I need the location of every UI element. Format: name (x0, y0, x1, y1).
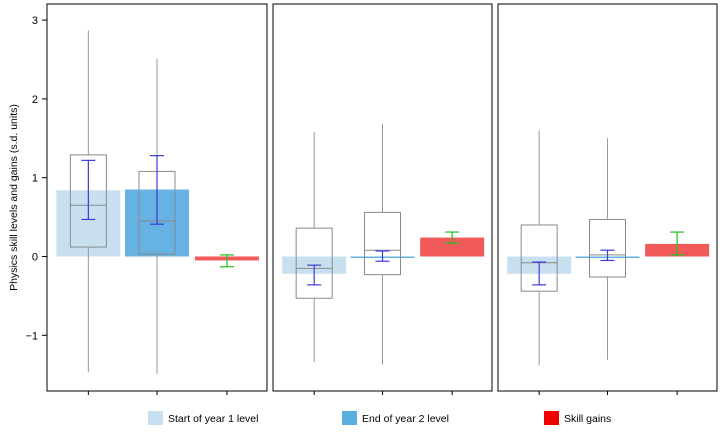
box-iqr (69, 154, 107, 248)
y-tick-label: 0 (32, 252, 38, 264)
y-axis-label: Physics skill levels and gains (s.d. uni… (8, 104, 20, 291)
y-tick-label: 1 (32, 173, 38, 185)
legend-swatch (148, 411, 163, 425)
legend-label: End of year 2 level (362, 413, 449, 425)
box-iqr (520, 224, 558, 292)
legend-swatch (544, 411, 559, 425)
box-iqr (295, 227, 333, 299)
box-iqr (364, 211, 401, 276)
y-tick-label: 3 (32, 15, 38, 27)
mean-bar (420, 237, 485, 257)
legend-label: Start of year 1 level (168, 413, 258, 425)
y-tick-label: 2 (32, 94, 38, 106)
legend-label: Skill gains (564, 413, 611, 425)
legend-swatch (342, 411, 357, 425)
box-iqr (589, 218, 626, 278)
y-tick-label: −1 (25, 330, 38, 342)
